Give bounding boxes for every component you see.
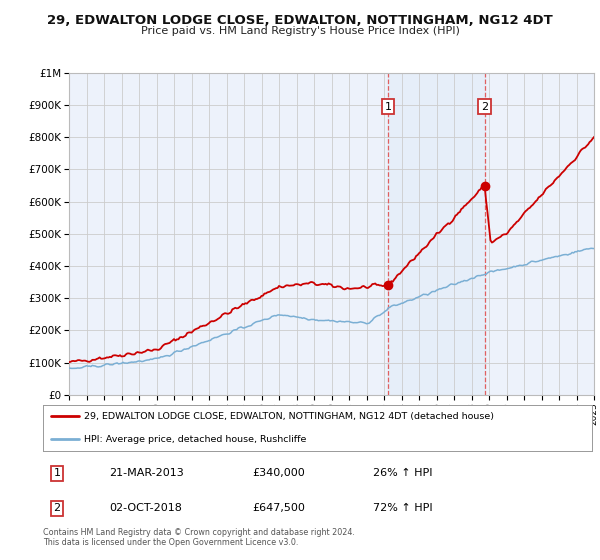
Text: 2: 2 [481, 101, 488, 111]
Text: £340,000: £340,000 [252, 468, 305, 478]
Text: 2: 2 [53, 503, 61, 513]
Text: 29, EDWALTON LODGE CLOSE, EDWALTON, NOTTINGHAM, NG12 4DT (detached house): 29, EDWALTON LODGE CLOSE, EDWALTON, NOTT… [85, 412, 494, 421]
Text: 29, EDWALTON LODGE CLOSE, EDWALTON, NOTTINGHAM, NG12 4DT: 29, EDWALTON LODGE CLOSE, EDWALTON, NOTT… [47, 14, 553, 27]
Text: Price paid vs. HM Land Registry's House Price Index (HPI): Price paid vs. HM Land Registry's House … [140, 26, 460, 36]
Text: 26% ↑ HPI: 26% ↑ HPI [373, 468, 432, 478]
Text: 02-OCT-2018: 02-OCT-2018 [109, 503, 182, 513]
Text: 21-MAR-2013: 21-MAR-2013 [109, 468, 184, 478]
Text: HPI: Average price, detached house, Rushcliffe: HPI: Average price, detached house, Rush… [85, 435, 307, 444]
Bar [388, 73, 485, 395]
Text: £647,500: £647,500 [252, 503, 305, 513]
Text: 1: 1 [385, 101, 391, 111]
Text: 72% ↑ HPI: 72% ↑ HPI [373, 503, 432, 513]
Text: 1: 1 [53, 468, 61, 478]
Text: Contains HM Land Registry data © Crown copyright and database right 2024.
This d: Contains HM Land Registry data © Crown c… [43, 528, 355, 547]
